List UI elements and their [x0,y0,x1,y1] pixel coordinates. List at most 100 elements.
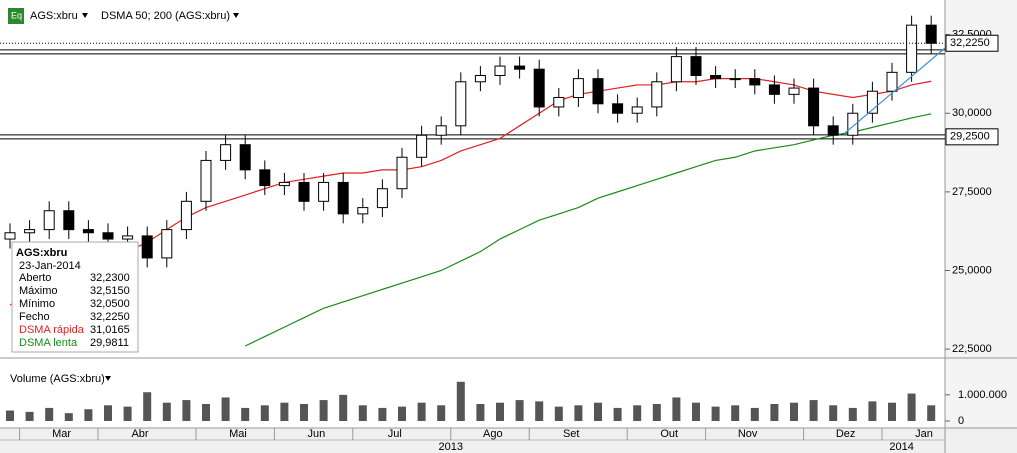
candle-body [455,81,467,127]
volume-bar [84,409,93,421]
dropdown[interactable] [233,13,239,18]
candle-body [749,78,761,86]
candle-body [592,78,604,105]
x-tick-label: Mar [52,428,71,440]
volume-bar [535,401,544,421]
info-label: Aberto [19,272,51,284]
candle-body [435,125,447,136]
y-tick-label: 1.000.000 [958,389,1007,401]
x-tick-label: Jan [915,428,933,440]
candle-body [220,144,232,161]
volume-bar [260,405,269,421]
volume-bar [123,406,132,421]
volume-bar [594,402,602,421]
volume-bar [6,410,14,421]
info-value: 31,0165 [90,324,130,336]
y-tick-label: 27,5000 [952,186,992,198]
candle-body [259,169,271,187]
candle-body [43,210,55,231]
volume-bar [790,402,798,421]
candle-body [180,200,192,231]
x-tick-label: Jul [388,428,402,440]
info-label: Máximo [19,285,58,297]
candle-body [553,97,565,108]
candle-body [494,65,506,76]
candle-body [416,134,428,158]
candle-body [729,78,741,81]
candle-body [122,235,134,240]
volume-bar [927,405,936,421]
symbol[interactable]: AGS:xbru [30,10,78,22]
candle-body [572,78,584,99]
volume-bar [319,400,328,421]
info-date: 23-Jan-2014 [19,260,81,272]
info-box: AGS:xbru 23-Jan-2014 Aberto 32,2300 Máximo… [11,241,139,353]
volume-bar [633,405,642,421]
info-value: 32,2250 [90,311,130,323]
trend-line [844,47,946,134]
x-tick-label: Abr [131,428,148,440]
dropdown[interactable] [105,376,111,381]
legend-entry: DSMA rápida [19,324,85,336]
volume-bar [221,397,230,421]
volume-bar [437,405,446,421]
year-label: 2014 [889,441,913,453]
volume-bar [417,402,426,421]
candle-body [847,112,859,136]
info-value: 32,5150 [90,285,130,297]
info-label: Fecho [19,311,50,323]
info-title: AGS:xbru [16,247,67,259]
candle-body [514,65,526,70]
candle-body [533,68,545,108]
candle-body [808,87,820,127]
info-value: 32,2300 [90,272,130,284]
header-bg [0,6,260,26]
info-value: 29,9811 [90,337,129,349]
volume-bar [731,405,740,421]
indicator-label[interactable]: DSMA 50; 200 (AGS:xbru) [101,10,230,22]
volume-bar [574,405,583,421]
volume-bar [280,402,289,421]
volume-bar [554,406,563,421]
x-tick-label: Mai [229,428,247,440]
volume-bar [829,405,838,421]
volume-bar [907,393,916,421]
candle-body [474,74,486,83]
price-badge-label: 29,2500 [950,131,990,143]
volume-bar [515,400,524,421]
volume-bar [456,381,465,421]
y-tick-label: 0 [958,415,964,427]
volume-bar [770,404,779,421]
candle-body [24,229,36,234]
eq-icon[interactable] [8,8,24,24]
y-tick-label: 22,5000 [952,343,992,355]
x-tick-label: Dez [836,428,856,440]
candle-body [376,188,388,209]
volume-bar [652,404,661,421]
candle-body [768,84,780,95]
volume-bar [848,407,857,421]
candle-body [200,159,212,202]
volume-bar [241,407,250,421]
price-badge [945,128,999,146]
info-bg [11,241,139,353]
dropdown[interactable] [82,13,88,18]
candle-body [278,181,290,187]
info-value: 32,0500 [90,298,130,310]
candle-body [670,56,682,83]
right-axis-bg [945,0,1017,453]
candle-body [239,144,251,171]
candle-body [337,181,349,215]
volume-title[interactable]: Volume (AGS:xbru) [10,373,105,385]
x-tick-label: Set [563,428,580,440]
candle-body [357,207,369,215]
info-label: Mínimo [19,298,55,310]
volume-bar [45,407,54,421]
volume-bar [692,402,700,421]
volume-bar [202,404,210,421]
volume-bar [25,411,34,421]
candle-body [318,181,330,202]
volume-bar [496,402,504,421]
